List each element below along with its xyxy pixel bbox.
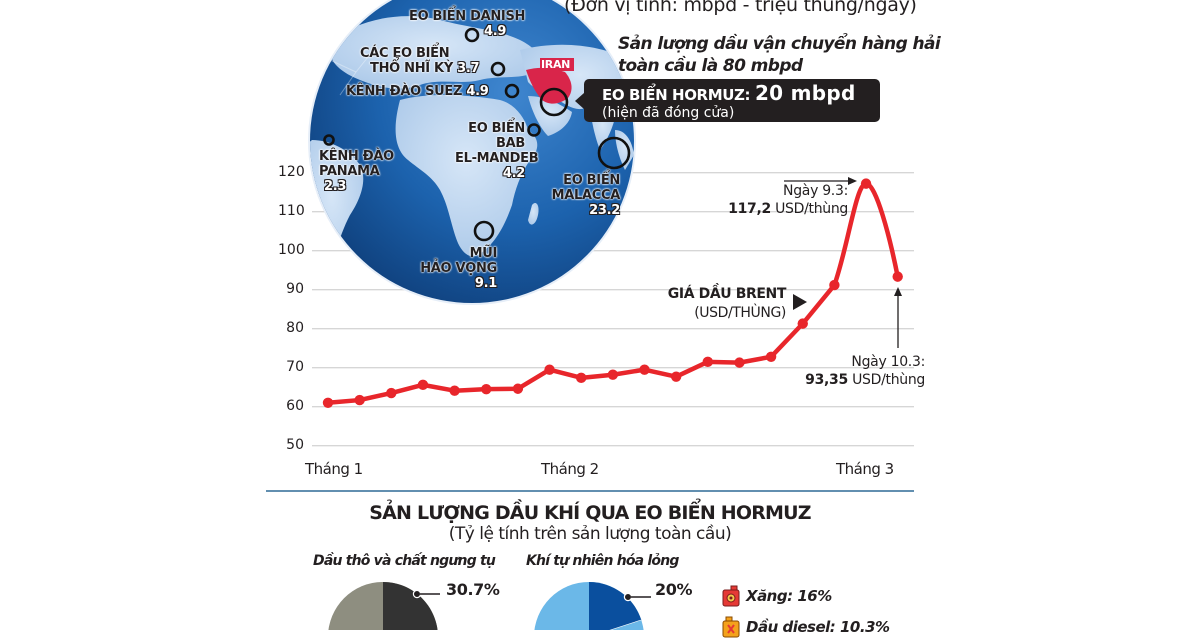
pie-crude-title: Dầu thô và chất ngưng tụ — [313, 553, 496, 569]
legend-gasoline: Xăng: 16% — [722, 585, 832, 607]
chokepoint-name: KÊNH ĐÀO — [319, 149, 394, 164]
iran-label: IRAN — [541, 58, 571, 71]
callout-status: (hiện đã đóng cửa) — [602, 105, 735, 121]
chokepoint-name: CÁC EO BIỂN — [360, 46, 450, 61]
global-shipping-note: Sản lượng dầu vận chuyển hàng hải toàn c… — [618, 33, 941, 77]
chokepoint-value: 2.3 — [324, 179, 347, 194]
chokepoint-name: PANAMA — [319, 164, 380, 179]
pie-lng — [534, 582, 651, 630]
legend-label: Dầu diesel: 10.3% — [746, 618, 890, 636]
callout-title: EO BIỂN HORMUZ: 20 mbpd — [602, 81, 880, 105]
last-annotation: Ngày 10.3: 93,35 USD/thùng — [790, 353, 925, 389]
chokepoint-value: 9.1 — [474, 276, 497, 291]
global-note-line-2: toàn cầu là 80 mbpd — [618, 56, 803, 76]
series-label-title: GIÁ DẦU BRENT — [667, 286, 787, 302]
peak-date: Ngày 9.3: — [783, 183, 848, 199]
gas-can-icon — [722, 585, 740, 607]
chokepoint-suez: KÊNH ĐÀO SUEZ 4.9 — [346, 84, 489, 99]
chokepoint-turkish-straits: CÁC EO BIỂN THỔ NHĨ KỲ 3.7 — [360, 46, 480, 76]
y-tick: 90 — [286, 281, 304, 297]
chokepoint-name: THỔ NHĨ KỲ — [370, 61, 453, 76]
peak-value: 117,2 — [728, 201, 771, 217]
x-tick-month-3: Tháng 3 — [836, 460, 894, 478]
x-tick-month-2: Tháng 2 — [541, 460, 599, 478]
chokepoint-value: 23.2 — [589, 203, 620, 218]
chokepoint-name: KÊNH ĐÀO SUEZ — [346, 84, 463, 99]
callout-value: 20 mbpd — [754, 81, 856, 105]
brent-price-points — [322, 178, 903, 408]
pie-crude-percent: 30.7% — [446, 580, 500, 599]
annotation-arrows — [784, 177, 902, 348]
y-tick: 60 — [286, 398, 304, 414]
last-date: Ngày 10.3: — [851, 354, 925, 370]
globe-map — [308, 0, 636, 305]
pie-lng-title: Khí tự nhiên hóa lỏng — [526, 553, 679, 569]
chokepoint-panama: KÊNH ĐÀO PANAMA 2.3 — [319, 149, 394, 194]
peak-annotation: Ngày 9.3: 117,2 USD/thùng — [700, 182, 848, 218]
chokepoint-danish: EO BIỂN DANISH 4.9 — [409, 9, 525, 39]
chokepoint-name: EO BIỂN DANISH — [409, 9, 526, 24]
chokepoint-value: 4.2 — [502, 166, 525, 181]
y-tick: 120 — [278, 164, 305, 180]
hormuz-callout: EO BIỂN HORMUZ: 20 mbpd (hiện đã đóng cử… — [575, 79, 880, 122]
y-tick: 80 — [286, 320, 304, 336]
global-note-line-1: Sản lượng dầu vận chuyển hàng hải — [618, 34, 941, 54]
last-unit: USD/thùng — [847, 372, 925, 388]
pie-crude-oil — [328, 582, 440, 630]
unit-note: (Đơn vị tính: mbpd - triệu thùng/ngày) — [564, 0, 917, 16]
chokepoint-value: 3.7 — [457, 61, 480, 76]
peak-unit: USD/thùng — [770, 201, 848, 217]
chokepoint-name: EL-MANDEB — [455, 151, 539, 166]
callout-label: EO BIỂN HORMUZ: — [602, 86, 751, 104]
chokepoint-cape-good-hope: MŨI HẢO VỌNG 9.1 — [412, 246, 497, 291]
chokepoint-value: 4.9 — [466, 84, 489, 99]
chokepoint-name: MŨI — [469, 246, 498, 261]
chokepoint-value: 4.9 — [484, 24, 507, 39]
chokepoint-name: BAB — [496, 136, 525, 151]
x-tick-month-1: Tháng 1 — [305, 460, 363, 478]
legend-diesel: Dầu diesel: 10.3% — [722, 616, 890, 638]
chokepoint-name: EO BIỂN — [563, 173, 620, 188]
chokepoint-name: EO BIỂN — [468, 121, 525, 136]
chokepoint-malacca: EO BIỂN MALACCA 23.2 — [540, 173, 621, 218]
series-label: GIÁ DẦU BRENT (USD/THÙNG) — [640, 285, 787, 323]
y-tick: 100 — [278, 242, 305, 258]
section-subtitle: (Tỷ lệ tính trên sản lượng toàn cầu) — [448, 524, 732, 544]
pie-lng-percent: 20% — [655, 580, 693, 599]
chokepoint-bab-el-mandeb: EO BIỂN BAB EL-MANDEB 4.2 — [455, 121, 539, 181]
y-tick: 70 — [286, 359, 304, 375]
section-title: SẢN LƯỢNG DẦU KHÍ QUA EO BIỂN HORMUZ — [369, 502, 811, 524]
diesel-can-icon — [722, 616, 740, 638]
y-tick: 110 — [278, 203, 305, 219]
legend-label: Xăng: 16% — [746, 587, 832, 605]
chokepoint-name: HẢO VỌNG — [420, 261, 497, 276]
chokepoint-name: MALACCA — [551, 188, 621, 203]
y-tick: 50 — [286, 437, 304, 453]
series-label-unit: (USD/THÙNG) — [694, 305, 786, 321]
last-value: 93,35 — [805, 372, 848, 388]
